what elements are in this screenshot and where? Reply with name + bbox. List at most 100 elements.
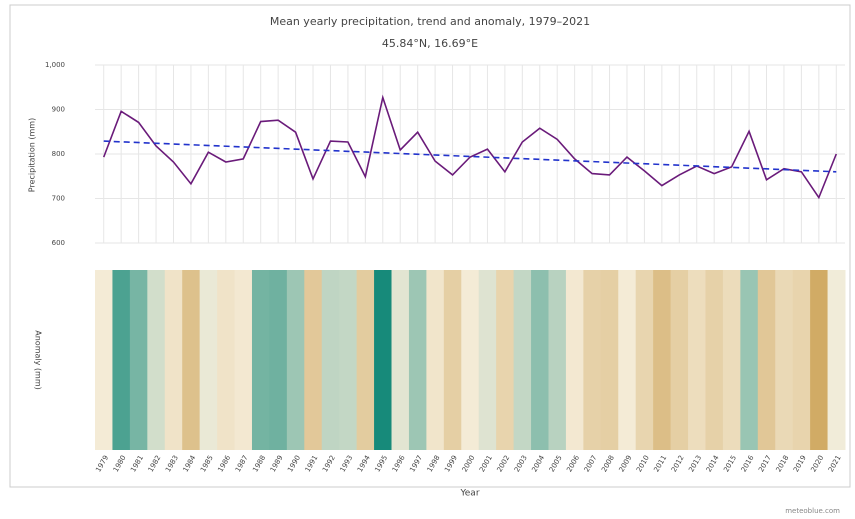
anomaly-stripe [635, 270, 654, 450]
x-tick-label: 2012 [670, 454, 686, 473]
x-tick-label: 2007 [583, 454, 599, 473]
x-tick-label: 1979 [94, 454, 110, 473]
anomaly-stripe [565, 270, 584, 450]
anomaly-stripe [408, 270, 427, 450]
x-tick-label: 1983 [164, 454, 180, 473]
x-tick-label: 1999 [443, 454, 459, 473]
y-axis-label: Precipitation (mm) [28, 118, 37, 192]
x-tick-label: 1985 [199, 454, 215, 473]
trend-line [103, 140, 837, 173]
anomaly-stripe [374, 270, 393, 450]
anomaly-stripe [234, 270, 253, 450]
x-tick-label: 1993 [339, 454, 355, 473]
x-tick-label: 1987 [234, 454, 250, 473]
frame [9, 4, 851, 488]
anomaly-stripe [548, 270, 567, 450]
anomaly-stripe [600, 270, 619, 450]
x-tick-label: 2003 [513, 454, 529, 473]
anomaly-stripe [199, 270, 218, 450]
x-tick-label: 2004 [530, 454, 546, 474]
anomaly-stripe [461, 270, 480, 450]
anomaly-stripe [356, 270, 375, 450]
anomaly-stripe [112, 270, 131, 450]
x-tick-label: 2009 [618, 454, 634, 473]
anomaly-stripe [583, 270, 602, 450]
x-tick-label: 2021 [827, 454, 843, 473]
chart-subtitle: 45.84°N, 16.69°E [382, 37, 478, 50]
anomaly-stripe [269, 270, 288, 450]
anomaly-stripe [705, 270, 724, 450]
x-tick-label: 1986 [216, 454, 232, 474]
anomaly-stripe [670, 270, 689, 450]
anomaly-stripe [164, 270, 183, 450]
x-tick-label: 2016 [740, 454, 756, 474]
anomaly-stripe [531, 270, 549, 450]
x-tick-label: 1984 [182, 454, 198, 474]
x-tick-label: 2010 [635, 454, 651, 473]
x-tick-label: 1990 [286, 454, 302, 473]
anomaly-stripe [304, 270, 323, 450]
x-tick-label: 1994 [356, 454, 372, 474]
anomaly-stripe [217, 270, 236, 450]
anomaly-stripe [478, 270, 497, 450]
anomaly-stripe [513, 270, 532, 450]
anomaly-stripe [95, 270, 113, 450]
x-axis-label: Year [459, 489, 479, 499]
anomaly-stripe [653, 270, 672, 450]
x-tick-label: 2015 [722, 454, 738, 473]
y-tick-label: 600 [52, 239, 65, 247]
x-tick-label: 2011 [652, 454, 668, 473]
anomaly-stripe [618, 270, 637, 450]
chart-title: Mean yearly precipitation, trend and ano… [270, 15, 590, 28]
anomaly-stripe [775, 270, 794, 450]
stripes-label: Anomaly (mm) [34, 330, 43, 389]
x-tick-label: 1982 [147, 454, 163, 473]
y-tick-label: 1,000 [45, 61, 65, 69]
x-tick-label: 1989 [269, 454, 285, 473]
anomaly-stripe [757, 270, 776, 450]
anomaly-stripe [147, 270, 166, 450]
x-tick-label: 1996 [391, 454, 407, 474]
source: meteoblue.com [785, 507, 840, 515]
anomaly-stripe [810, 270, 829, 450]
anomaly-stripe [339, 270, 358, 450]
x-tick-label: 2018 [775, 454, 791, 473]
anomaly-stripe [722, 270, 741, 450]
x-tick-label: 2020 [809, 454, 825, 473]
x-tick-label: 2014 [705, 454, 721, 474]
anomaly-stripe [391, 270, 410, 450]
y-tick-label: 800 [52, 150, 65, 158]
x-tick-label: 1998 [426, 454, 442, 473]
anomaly-stripe [129, 270, 148, 450]
anomaly-stripe [426, 270, 445, 450]
x-tick-label: 2006 [565, 454, 581, 474]
anomaly-stripe [792, 270, 811, 450]
x-tick-label: 1992 [321, 454, 337, 473]
x-tick-label: 1991 [304, 454, 320, 473]
x-tick-label: 1988 [251, 454, 267, 473]
anomaly-stripe [688, 270, 706, 450]
y-tick-label: 900 [52, 106, 65, 114]
x-tick-label: 1995 [373, 454, 389, 473]
x-tick-label: 2000 [461, 454, 477, 473]
anomaly-stripe [496, 270, 515, 450]
precipitation-line [102, 94, 838, 200]
x-tick-label: 2019 [792, 454, 808, 473]
anomaly-stripe [740, 270, 759, 450]
x-tick-label: 2013 [687, 454, 703, 473]
anomaly-stripe [321, 270, 340, 450]
x-tick-label: 1997 [408, 454, 424, 473]
x-tick-label: 1980 [112, 454, 128, 473]
anomaly-stripe [443, 270, 462, 450]
x-tick-label: 2002 [496, 454, 512, 473]
x-tick-label: 2005 [548, 454, 564, 473]
anomaly-stripe [286, 270, 305, 450]
x-tick-label: 2008 [600, 454, 616, 473]
anomaly-stripe [182, 270, 201, 450]
anomaly-stripe [827, 270, 846, 450]
x-tick-label: 1981 [129, 454, 145, 473]
y-tick-label: 700 [52, 195, 65, 203]
anomaly-stripe [251, 270, 270, 450]
x-tick-label: 2001 [478, 454, 494, 473]
